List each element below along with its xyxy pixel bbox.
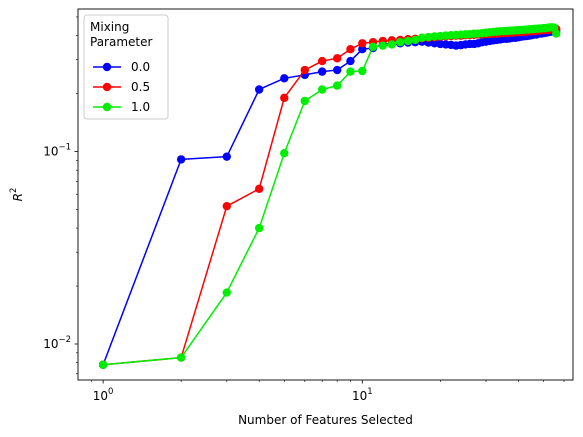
data-point: [254, 223, 264, 233]
legend-label: 0.0: [131, 60, 150, 74]
legend-frame: [83, 14, 169, 120]
y-tick-label: 10−2: [43, 335, 71, 351]
series-layer: [98, 23, 561, 369]
data-point: [387, 40, 397, 49]
data-point: [424, 32, 433, 42]
series-1.0: [98, 23, 561, 369]
data-point: [317, 67, 327, 76]
data-point: [280, 149, 289, 158]
data-point: [300, 65, 309, 75]
data-point: [358, 39, 367, 48]
x-minor-ticks: [90, 380, 565, 382]
data-point: [368, 42, 378, 51]
legend-marker: [102, 102, 112, 112]
data-point: [222, 201, 231, 211]
data-point: [346, 56, 355, 66]
legend-label: 0.5: [131, 80, 150, 94]
x-axis-label: Number of Features Selected: [238, 413, 413, 427]
legend-marker: [102, 82, 112, 92]
data-point: [317, 56, 327, 66]
data-point: [254, 85, 264, 94]
data-point: [358, 45, 367, 54]
data-point: [332, 81, 342, 90]
data-point: [254, 184, 264, 194]
data-point: [317, 85, 327, 94]
data-point: [346, 45, 355, 54]
data-point: [280, 74, 289, 83]
legend-entry-1.0: 1.0: [93, 100, 150, 114]
data-point: [176, 155, 186, 164]
data-point: [332, 54, 342, 63]
data-point: [403, 36, 413, 46]
data-point: [552, 29, 561, 38]
data-point: [378, 41, 388, 50]
data-point: [417, 33, 427, 42]
legend-entry-0.0: 0.0: [93, 60, 150, 74]
legend-entry-0.5: 0.5: [93, 80, 150, 94]
legend-marker: [102, 62, 112, 72]
legend-label: 1.0: [131, 100, 150, 114]
data-point: [222, 152, 231, 161]
data-point: [222, 288, 231, 297]
data-point: [332, 65, 342, 75]
data-point: [411, 35, 420, 45]
y-minor-ticks: [76, 16, 78, 375]
legend-title: Mixing: [90, 20, 129, 34]
x-tick-label: 100: [93, 387, 114, 403]
x-tick-label: 101: [352, 387, 373, 403]
legend-title: Parameter: [90, 35, 152, 49]
data-point: [280, 93, 289, 103]
data-point: [395, 37, 405, 47]
axes-layer: 100 101 10−2 10−1 Number of Features Selecte…: [9, 8, 574, 427]
data-point: [300, 96, 309, 106]
data-point: [358, 66, 367, 76]
data-point: [176, 353, 186, 362]
y-tick-label: 10−1: [43, 143, 71, 159]
data-point: [98, 360, 108, 369]
y-axis-label: R2: [9, 188, 25, 202]
data-point: [346, 67, 355, 76]
